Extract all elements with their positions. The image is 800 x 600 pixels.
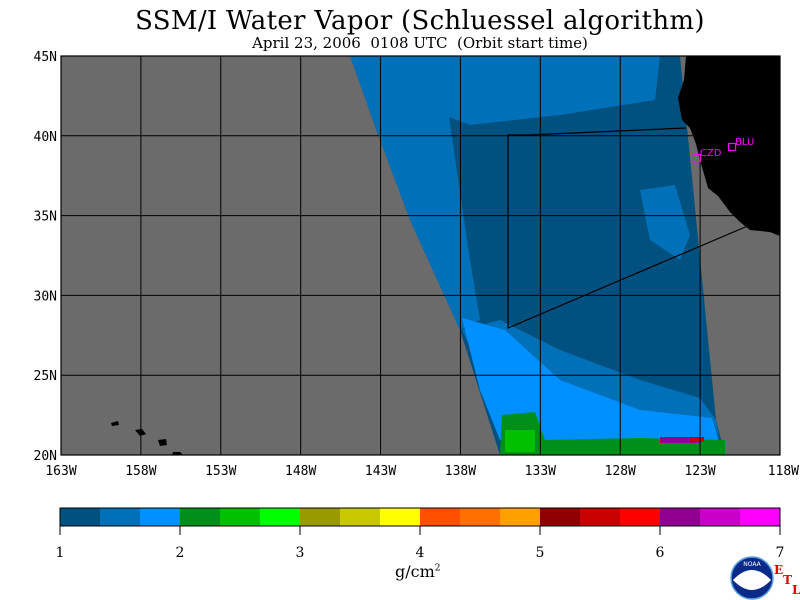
colorbar-cell bbox=[220, 508, 261, 526]
longitude-label: 158W bbox=[125, 464, 156, 479]
latitude-label: 30N bbox=[34, 289, 57, 304]
colorbar-ticks bbox=[59, 526, 781, 535]
swath-region-mid-blue-left bbox=[350, 56, 480, 330]
map-subtitle: April 23, 2006 0108 UTC (Orbit start tim… bbox=[252, 34, 588, 52]
longitude-label: 128W bbox=[605, 464, 636, 479]
longitude-label: 133W bbox=[525, 464, 556, 479]
colorbar-cell bbox=[140, 508, 181, 526]
colorbar-cells bbox=[60, 508, 781, 526]
colorbar-cell bbox=[60, 508, 101, 526]
latitude-label: 40N bbox=[34, 130, 57, 145]
etl-letter-e: E bbox=[774, 563, 784, 577]
noaa-logo: NOAA bbox=[730, 556, 774, 600]
swath-region-mid-blue-right bbox=[640, 185, 690, 260]
colorbar-cell bbox=[380, 508, 421, 526]
flight-track-line bbox=[507, 127, 751, 329]
colorbar-cell bbox=[420, 508, 461, 526]
latitude-labels: 45N 40N 35N 30N 25N 20N bbox=[34, 50, 57, 464]
colorbar-cell bbox=[660, 508, 701, 526]
land-hawaii-maui bbox=[158, 439, 167, 446]
swath-region-mid-blue-top bbox=[430, 56, 660, 125]
map-title: SSM/I Water Vapor (Schluessel algorithm) bbox=[135, 6, 705, 36]
swath-region-purple bbox=[660, 437, 700, 443]
colorbar-labels: 1 2 3 4 5 6 7 bbox=[56, 545, 785, 561]
latitude-label: 35N bbox=[34, 210, 57, 225]
colorbar-cell bbox=[100, 508, 141, 526]
station-label: CZD bbox=[700, 148, 722, 159]
swath-region-light-blue bbox=[462, 318, 718, 442]
station-markers: CZD BLU bbox=[692, 137, 754, 163]
longitude-label: 118W bbox=[768, 464, 799, 479]
station-marker bbox=[692, 154, 702, 163]
colorbar-label: 7 bbox=[776, 545, 785, 561]
colorbar-cell bbox=[300, 508, 341, 526]
map-border bbox=[60, 55, 781, 456]
land-hawaii-big-island bbox=[172, 452, 183, 455]
station-label: BLU bbox=[735, 137, 754, 148]
colorbar-label: 2 bbox=[176, 545, 185, 561]
colorbar-cell bbox=[180, 508, 221, 526]
etl-letter-l: L bbox=[792, 583, 800, 597]
colorbar-cell bbox=[620, 508, 661, 526]
colorbar-cell bbox=[500, 508, 541, 526]
colorbar-unit: g/cm2 bbox=[395, 562, 441, 581]
colorbar-cell bbox=[740, 508, 781, 526]
longitude-label: 123W bbox=[684, 464, 715, 479]
swath-region-bright-green bbox=[505, 430, 535, 452]
colorbar-cell bbox=[580, 508, 621, 526]
swath-region-red bbox=[690, 437, 704, 442]
longitude-label: 143W bbox=[365, 464, 396, 479]
colorbar-label: 4 bbox=[416, 545, 425, 561]
station-marker bbox=[727, 142, 737, 152]
latitude-label: 45N bbox=[34, 50, 57, 65]
colorbar: 1 2 3 4 5 6 7 bbox=[56, 507, 785, 561]
etl-letter-t: T bbox=[783, 573, 792, 587]
longitude-label: 163W bbox=[45, 464, 76, 479]
colorbar-cell bbox=[340, 508, 381, 526]
latitude-label: 20N bbox=[34, 449, 57, 464]
colorbar-label: 6 bbox=[656, 545, 665, 561]
map-frame: CZD BLU bbox=[60, 55, 781, 456]
colorbar-label: 3 bbox=[296, 545, 305, 561]
swath-region-green bbox=[500, 412, 725, 455]
colorbar-cell bbox=[260, 508, 301, 526]
colorbar-cell bbox=[460, 508, 501, 526]
longitude-label: 138W bbox=[445, 464, 476, 479]
colorbar-cell bbox=[540, 508, 581, 526]
longitude-label: 148W bbox=[285, 464, 316, 479]
colorbar-cell bbox=[700, 508, 741, 526]
land-hawaii-kauai bbox=[111, 421, 119, 426]
longitude-labels: 163W 158W 153W 148W 143W 138W 133W 128W 123W 118W bbox=[45, 464, 799, 479]
latitude-label: 25N bbox=[34, 369, 57, 384]
noaa-logo-bird bbox=[733, 570, 771, 590]
noaa-logo-text: NOAA bbox=[743, 561, 761, 568]
colorbar-label: 1 bbox=[56, 545, 65, 561]
longitude-label: 153W bbox=[205, 464, 236, 479]
colorbar-label: 5 bbox=[536, 545, 545, 561]
